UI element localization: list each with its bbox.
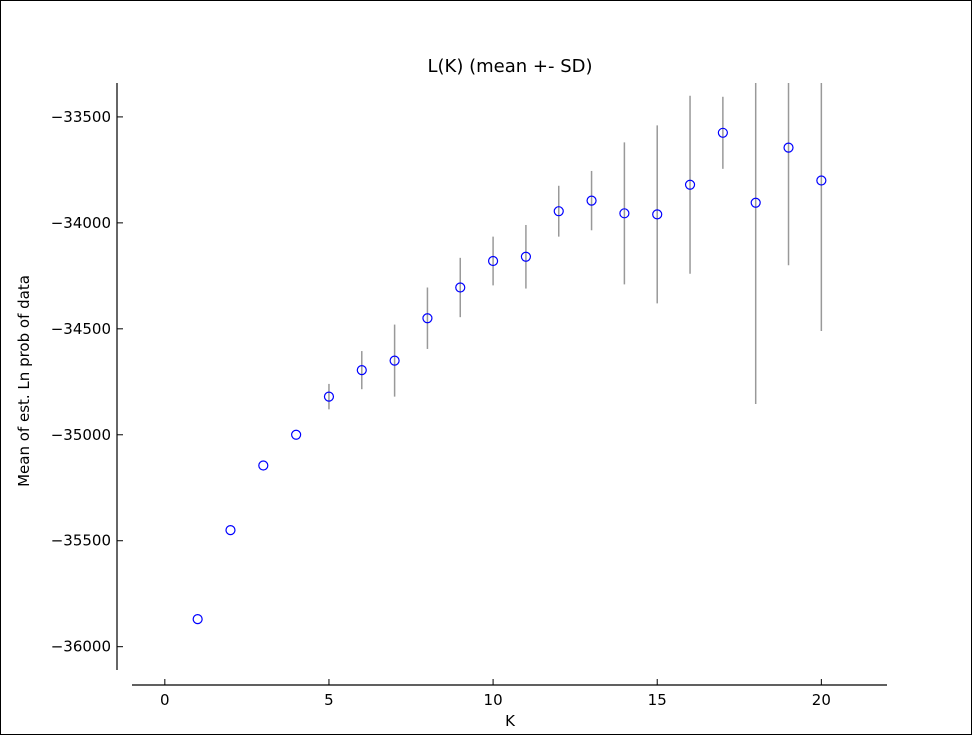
x-axis-title: K (505, 712, 516, 730)
x-ticks: 0 5 10 15 20 (160, 679, 831, 709)
error-bars (328, 83, 823, 410)
data-point-marker (323, 391, 335, 402)
y-ticks: −33500 −34000 −34500 −35000 −35500 −36000 (51, 108, 123, 656)
data-point-marker (422, 313, 433, 324)
chart-title: L(K) (mean +- SD) (428, 56, 593, 77)
data-point-marker (750, 197, 761, 208)
x-tick-label: 5 (324, 691, 334, 709)
data-point-marker (816, 175, 827, 186)
data-point-marker (619, 208, 630, 219)
data-point-marker (684, 179, 696, 190)
data-point-marker (389, 355, 400, 366)
data-point-marker (258, 460, 269, 471)
data-point-marker (291, 429, 302, 440)
y-tick-label: −34500 (51, 320, 111, 338)
x-tick-label: 0 (160, 691, 170, 709)
data-point-marker (717, 127, 728, 138)
y-tick-label: −35000 (51, 426, 111, 444)
data-point-marker (455, 282, 466, 293)
x-tick-label: 20 (812, 691, 831, 709)
data-points (192, 127, 827, 625)
data-point-marker (192, 614, 203, 625)
x-tick-label: 15 (648, 691, 667, 709)
data-point-marker (487, 255, 499, 267)
y-tick-label: −36000 (51, 638, 111, 656)
y-tick-label: −33500 (51, 108, 111, 126)
y-tick-label: −34000 (51, 214, 111, 232)
data-point-marker (520, 251, 532, 262)
data-point-marker (783, 142, 794, 153)
y-tick-label: −35500 (51, 532, 111, 550)
data-point-marker (356, 365, 367, 376)
x-tick-label: 10 (484, 691, 503, 709)
data-point-marker (652, 209, 663, 220)
data-point-marker (225, 525, 236, 536)
data-point-marker (553, 206, 564, 217)
data-point-marker (586, 195, 597, 206)
y-axis-title: Mean of est. Ln prob of data (15, 275, 33, 487)
